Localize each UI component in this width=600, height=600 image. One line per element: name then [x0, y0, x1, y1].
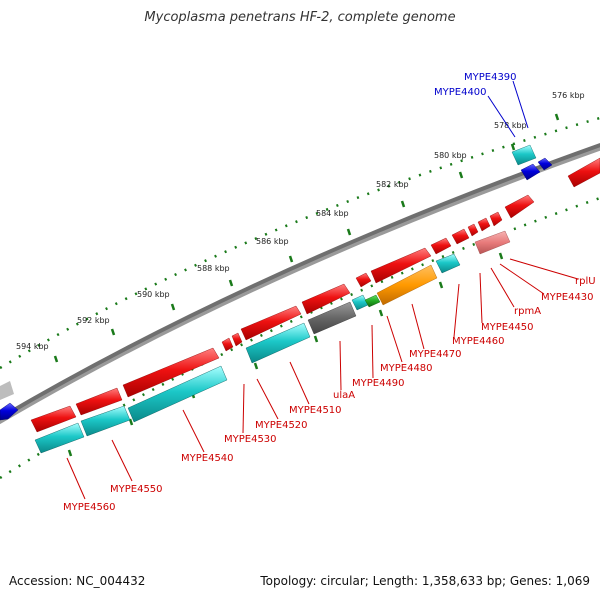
gene-label-mype4400: MYPE4400 [434, 87, 487, 98]
major-tick [128, 418, 134, 426]
scale-label-590: 590 kbp [137, 290, 170, 299]
leader-line [256, 378, 279, 420]
cyan-feature [245, 322, 311, 364]
reverse-blue-cds [0, 402, 19, 421]
forward-cds [489, 211, 503, 227]
leader-line [512, 80, 529, 129]
leader-line [453, 283, 460, 338]
scale-label-580: 580 kbp [434, 151, 467, 160]
gene-label-mype4550: MYPE4550 [110, 484, 163, 495]
major-tick [510, 143, 516, 151]
leader-line [487, 95, 516, 138]
gene-label-rpma: rpmA [514, 306, 541, 317]
gene-label-mype4460: MYPE4460 [452, 336, 505, 347]
gene-label-mype4390: MYPE4390 [464, 72, 517, 83]
forward-cds [30, 405, 77, 433]
scale-label-584: 584 kbp [316, 209, 349, 218]
leader-line [242, 383, 245, 434]
backbone [0, 142, 600, 421]
orange-feature [376, 264, 438, 306]
gene-label-mype4430: MYPE4430 [541, 292, 594, 303]
gene-label-mype4520: MYPE4520 [255, 420, 308, 431]
scale-label-592: 592 kbp [77, 316, 110, 325]
major-tick [346, 228, 352, 236]
leader-line [499, 263, 545, 295]
leader-line [182, 409, 205, 453]
cyan-feature [435, 253, 461, 274]
gene-label-mype4560: MYPE4560 [63, 502, 116, 513]
major-tick [458, 171, 464, 179]
gene-label-mype4490: MYPE4490 [352, 378, 405, 389]
forward-cds [122, 347, 220, 398]
map-title: Mycoplasma penetrans HF-2, complete geno… [144, 10, 456, 25]
scale-label-586: 586 kbp [256, 237, 289, 246]
forward-cds [451, 228, 470, 245]
leader-line [371, 324, 374, 379]
major-tick [313, 335, 319, 343]
forward-cds [231, 332, 243, 347]
cyan-feature [127, 365, 228, 423]
major-tick [498, 252, 504, 260]
leader-line [411, 303, 425, 350]
major-tick [253, 362, 259, 370]
scale-label-576: 576 kbp [552, 91, 585, 100]
leader-line [66, 457, 86, 500]
major-tick [110, 328, 116, 336]
pink-feature [474, 230, 511, 255]
leader-line [490, 267, 515, 308]
cyan-feature [511, 144, 537, 166]
leader-line [479, 272, 483, 324]
cyan-feature [80, 405, 131, 437]
green-feature [364, 294, 381, 308]
leader-line [111, 439, 133, 482]
forward-blue-cds [520, 163, 541, 181]
gray-edge-feature [0, 381, 14, 400]
outer-scale-ring [0, 116, 600, 370]
backbone-shadow [0, 143, 600, 425]
major-tick [170, 303, 176, 311]
scale-label-582: 582 kbp [376, 180, 409, 189]
gene-label-mype4510: MYPE4510 [289, 405, 342, 416]
scale-label-594: 594 kbp [16, 342, 49, 351]
gene-label-rplu: rplU [575, 276, 596, 287]
gene-label-mype4480: MYPE4480 [380, 363, 433, 374]
gene-label-mype4530: MYPE4530 [224, 434, 277, 445]
cyan-feature [351, 294, 369, 311]
forward-blue-cds [537, 157, 553, 171]
leader-line [339, 340, 342, 391]
forward-cds [301, 283, 351, 315]
leader-line [509, 258, 579, 280]
gene-label-ulaa: ulaA [333, 390, 355, 401]
leader-line [386, 315, 403, 363]
scale-label-578: 578 kbp [494, 121, 527, 130]
forward-cds [370, 247, 432, 284]
forward-cds [240, 305, 302, 341]
forward-cds [75, 387, 123, 416]
gene-label-mype4470: MYPE4470 [409, 349, 462, 360]
forward-cds [355, 272, 372, 288]
cyan-feature [34, 422, 85, 454]
forward-cds [567, 157, 600, 188]
major-tick [288, 255, 294, 263]
accession-text: Accession: NC_004432 [9, 574, 146, 588]
major-tick [67, 449, 73, 457]
gene-label-mype4540: MYPE4540 [181, 453, 234, 464]
forward-cds [477, 217, 491, 232]
forward-cds [221, 337, 234, 352]
major-tick [400, 200, 406, 208]
gray-feature [307, 301, 357, 335]
major-tick [438, 281, 444, 289]
major-tick [378, 309, 384, 317]
genome-summary-text: Topology: circular; Length: 1,358,633 bp… [260, 574, 590, 588]
major-tick [228, 279, 234, 287]
major-tick [53, 355, 59, 363]
scale-label-588: 588 kbp [197, 264, 230, 273]
leader-line [289, 361, 310, 405]
major-tick [554, 113, 560, 121]
forward-cds [430, 237, 452, 255]
forward-cds [504, 194, 535, 219]
gene-label-mype4450: MYPE4450 [481, 322, 534, 333]
forward-cds [467, 223, 479, 237]
